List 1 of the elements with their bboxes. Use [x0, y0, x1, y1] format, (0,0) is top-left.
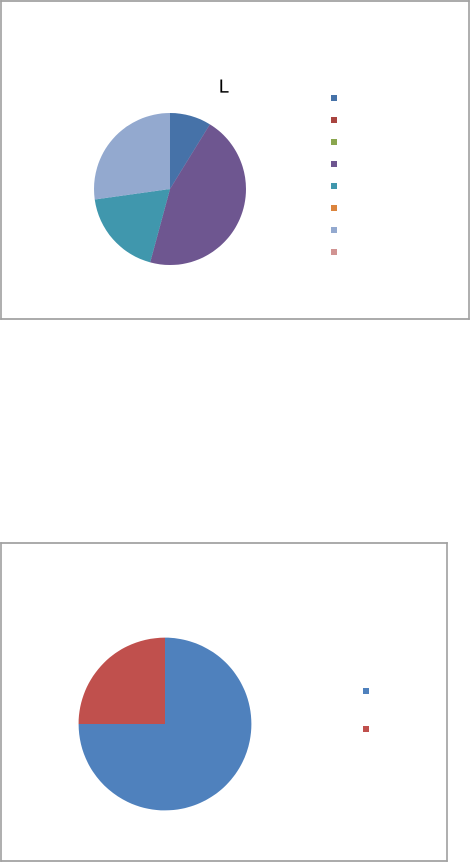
text: L [220, 79, 229, 93]
